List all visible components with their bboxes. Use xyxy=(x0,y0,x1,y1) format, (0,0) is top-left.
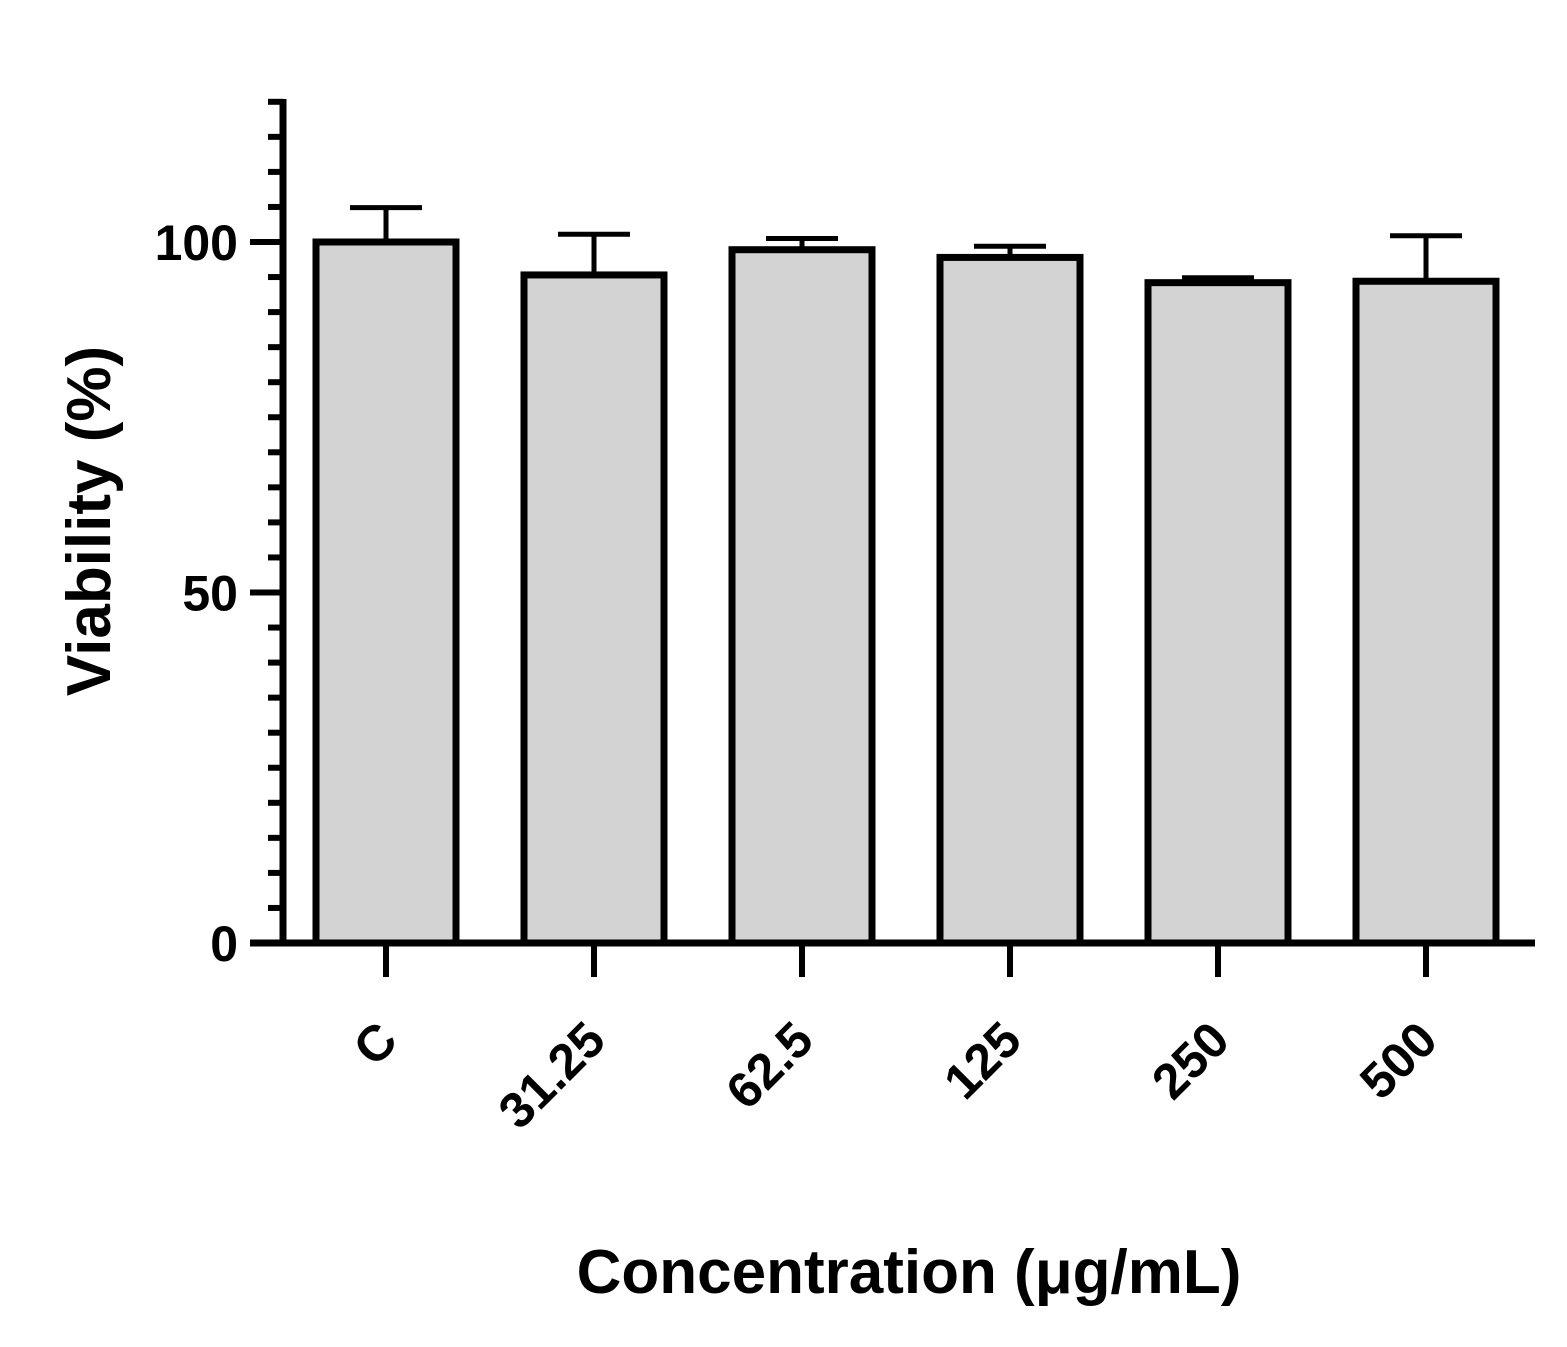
x-axis-title: Concentration (μg/mL) xyxy=(577,1238,1242,1307)
y-axis-title: Viability (%) xyxy=(55,346,124,696)
bar-2 xyxy=(728,246,876,947)
x-tick-label-3: 125 xyxy=(933,1011,1032,1110)
y-tick-label-100: 100 xyxy=(155,215,238,271)
bar-3 xyxy=(936,253,1084,947)
bars-layer xyxy=(312,238,1500,947)
bar-4 xyxy=(1144,279,1292,947)
x-tick-label-0: C xyxy=(343,1011,408,1076)
bar-0 xyxy=(312,238,460,947)
error-bars-layer xyxy=(350,205,1462,283)
y-tick-label-0: 0 xyxy=(210,916,238,972)
x-tick-label-1: 31.25 xyxy=(488,1011,616,1139)
x-tick-label-5: 500 xyxy=(1349,1011,1448,1110)
bar-1 xyxy=(520,271,668,947)
axes-layer xyxy=(250,98,1535,977)
x-tick-label-4: 250 xyxy=(1141,1011,1240,1110)
x-tick-label-2: 62.5 xyxy=(715,1011,823,1119)
bar-5 xyxy=(1352,277,1500,947)
y-tick-label-50: 50 xyxy=(182,566,238,622)
